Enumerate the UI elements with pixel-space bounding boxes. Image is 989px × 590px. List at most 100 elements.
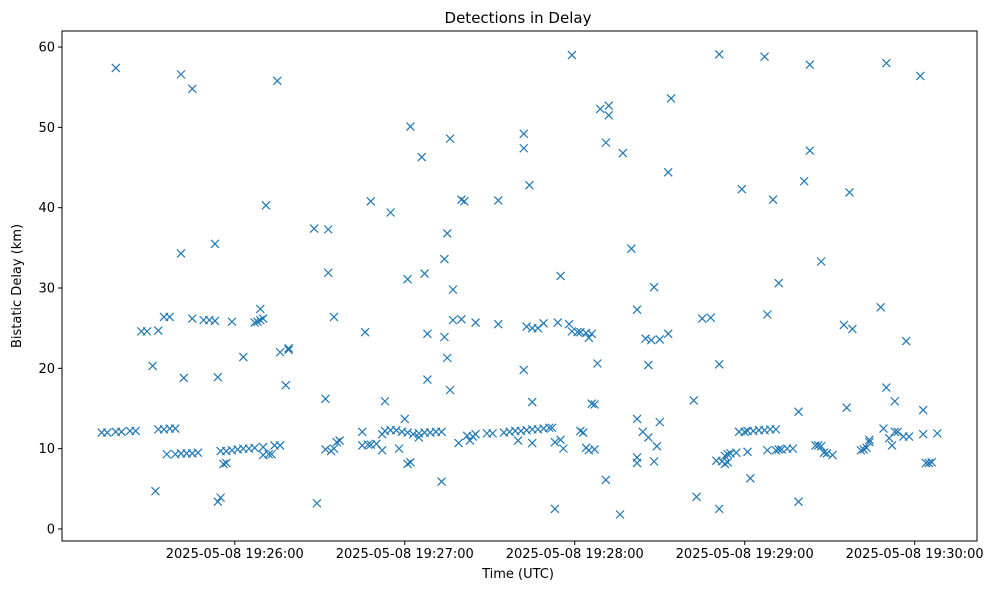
y-axis-label: Bistatic Delay (km) bbox=[10, 224, 25, 348]
data-point bbox=[805, 60, 815, 70]
data-point bbox=[335, 436, 345, 446]
data-point bbox=[828, 450, 837, 460]
data-point bbox=[547, 423, 557, 433]
data-point bbox=[321, 394, 330, 404]
data-point bbox=[762, 310, 772, 319]
y-axis-ticks: 0 10 20 30 40 50 60 bbox=[38, 41, 62, 537]
data-point bbox=[448, 285, 458, 295]
data-point bbox=[131, 426, 141, 436]
data-point bbox=[553, 318, 563, 327]
data-point bbox=[445, 385, 455, 395]
data-point bbox=[646, 335, 656, 345]
data-point bbox=[816, 441, 826, 451]
data-point bbox=[918, 405, 928, 415]
data-point bbox=[550, 437, 560, 447]
data-point bbox=[632, 414, 642, 424]
data-point bbox=[250, 318, 260, 327]
data-point bbox=[544, 423, 554, 433]
data-point bbox=[437, 477, 447, 486]
data-point bbox=[148, 361, 158, 371]
data-point bbox=[213, 372, 223, 382]
data-point bbox=[423, 375, 432, 384]
data-point bbox=[666, 94, 676, 103]
data-point bbox=[618, 148, 628, 158]
data-point bbox=[227, 317, 237, 327]
data-point bbox=[632, 305, 642, 315]
data-point bbox=[927, 457, 937, 467]
data-point bbox=[842, 403, 852, 413]
data-point bbox=[706, 313, 716, 323]
data-point bbox=[102, 428, 112, 437]
data-point bbox=[448, 315, 458, 325]
data-point bbox=[887, 441, 897, 450]
data-point bbox=[329, 444, 339, 454]
data-point bbox=[643, 360, 653, 370]
x-tick-label: 2025-05-08 19:28:00 bbox=[506, 547, 644, 562]
data-point bbox=[879, 424, 888, 433]
data-point bbox=[745, 473, 755, 483]
data-point bbox=[847, 324, 857, 334]
data-point bbox=[176, 69, 186, 79]
data-point bbox=[519, 143, 529, 153]
x-axis-label: Time (UTC) bbox=[481, 567, 554, 582]
data-point bbox=[663, 167, 673, 177]
data-point bbox=[519, 365, 529, 375]
data-point bbox=[267, 449, 277, 459]
data-point bbox=[915, 71, 925, 81]
data-point bbox=[590, 400, 599, 409]
data-point bbox=[323, 268, 333, 278]
data-point bbox=[762, 445, 772, 455]
data-point bbox=[179, 373, 189, 383]
data-point bbox=[890, 427, 900, 437]
data-point bbox=[216, 493, 226, 503]
data-point bbox=[417, 152, 427, 162]
data-point bbox=[253, 317, 262, 327]
data-point bbox=[816, 257, 826, 266]
y-tick-label: 20 bbox=[38, 362, 55, 377]
data-point bbox=[403, 459, 413, 469]
data-point bbox=[601, 475, 611, 485]
data-point bbox=[822, 449, 832, 458]
x-axis-ticks: 2025-05-08 19:26:00 2025-05-08 19:27:00 20… bbox=[166, 541, 984, 562]
data-point bbox=[862, 443, 871, 453]
data-point bbox=[859, 445, 869, 454]
data-point bbox=[377, 445, 387, 455]
data-point bbox=[312, 498, 322, 508]
data-point bbox=[423, 329, 432, 339]
data-point bbox=[737, 184, 747, 194]
data-point bbox=[281, 380, 291, 390]
marker-layer bbox=[97, 49, 942, 519]
data-point bbox=[592, 359, 602, 368]
data-point bbox=[924, 458, 934, 468]
data-point bbox=[493, 196, 503, 205]
data-point bbox=[403, 428, 413, 437]
data-point bbox=[740, 427, 750, 437]
data-point bbox=[142, 326, 152, 336]
data-point bbox=[578, 428, 588, 437]
data-point bbox=[689, 396, 699, 405]
data-point bbox=[527, 438, 537, 448]
data-point bbox=[774, 278, 784, 288]
data-point bbox=[558, 444, 568, 454]
data-point bbox=[454, 438, 464, 448]
y-tick-label: 60 bbox=[38, 41, 55, 56]
data-point bbox=[357, 427, 367, 437]
data-point bbox=[714, 49, 724, 59]
y-tick-label: 0 bbox=[47, 522, 55, 537]
data-point bbox=[151, 486, 160, 496]
data-point bbox=[329, 312, 339, 322]
data-point bbox=[513, 436, 523, 446]
data-point bbox=[799, 176, 809, 186]
x-tick-label: 2025-05-08 19:27:00 bbox=[336, 547, 474, 562]
data-point bbox=[901, 336, 911, 346]
data-point bbox=[604, 101, 614, 111]
data-point bbox=[575, 426, 585, 436]
data-point bbox=[187, 314, 197, 323]
data-point bbox=[522, 322, 532, 331]
data-point bbox=[471, 429, 481, 439]
data-point bbox=[655, 417, 665, 427]
data-point bbox=[323, 224, 333, 234]
data-point bbox=[652, 441, 662, 451]
data-point bbox=[720, 451, 730, 461]
data-point bbox=[165, 312, 175, 322]
